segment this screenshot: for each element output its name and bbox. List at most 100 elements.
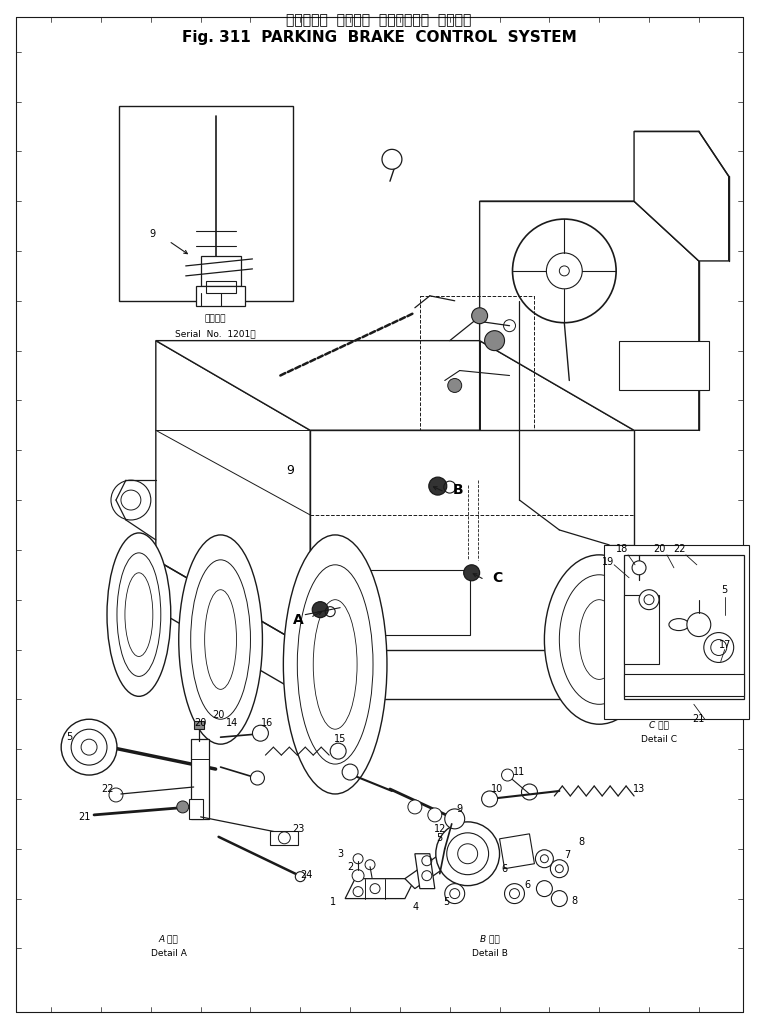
Text: 9: 9 [286, 464, 294, 476]
Bar [206, 281, 235, 293]
Circle shape [408, 800, 422, 814]
Circle shape [342, 765, 358, 780]
Circle shape [330, 743, 346, 759]
Text: 20: 20 [653, 544, 665, 554]
Text: 6: 6 [524, 880, 531, 890]
Polygon shape [499, 833, 534, 868]
Polygon shape [156, 341, 634, 430]
Text: 適用号数: 適用号数 [205, 314, 226, 323]
Text: 8: 8 [572, 895, 578, 906]
Circle shape [687, 612, 710, 637]
Text: 20: 20 [194, 718, 207, 729]
Polygon shape [480, 201, 699, 430]
Circle shape [639, 590, 659, 609]
Text: 22: 22 [674, 544, 686, 554]
Text: Detail A: Detail A [151, 949, 187, 958]
Polygon shape [310, 430, 634, 649]
Text: 23: 23 [292, 824, 304, 833]
Bar [200, 256, 241, 286]
Circle shape [382, 149, 402, 169]
Text: 15: 15 [334, 734, 346, 744]
Text: 17: 17 [719, 639, 731, 649]
Text: A 詳細: A 詳細 [159, 934, 178, 943]
Ellipse shape [283, 535, 387, 794]
Bar [270, 830, 298, 845]
Circle shape [352, 870, 364, 882]
Text: 12: 12 [433, 824, 446, 833]
Text: 21: 21 [78, 812, 90, 822]
Text: Detail C: Detail C [641, 735, 677, 744]
Text: 9: 9 [457, 804, 463, 814]
Circle shape [704, 633, 734, 663]
Bar [189, 799, 203, 819]
Circle shape [445, 884, 465, 903]
Circle shape [551, 891, 567, 907]
Circle shape [312, 602, 328, 617]
Bar [350, 570, 470, 635]
Polygon shape [405, 844, 465, 889]
Text: 20: 20 [213, 710, 225, 720]
Circle shape [482, 791, 498, 807]
Text: 1: 1 [330, 896, 336, 907]
Circle shape [253, 725, 269, 741]
Text: 24: 24 [300, 870, 313, 880]
Text: 21: 21 [693, 714, 705, 724]
Text: 2: 2 [347, 861, 353, 872]
Text: 16: 16 [261, 718, 273, 729]
Text: 5: 5 [436, 832, 443, 843]
Bar [194, 721, 203, 730]
Polygon shape [480, 341, 634, 649]
Circle shape [502, 769, 514, 781]
Text: 9: 9 [150, 229, 156, 239]
Bar [604, 545, 748, 719]
Text: Serial  No.  1201～: Serial No. 1201～ [175, 329, 256, 339]
Circle shape [177, 801, 189, 813]
Text: 5: 5 [722, 584, 728, 595]
Circle shape [428, 808, 442, 822]
Bar [420, 295, 534, 430]
Text: A: A [293, 612, 304, 627]
Text: 5: 5 [443, 896, 450, 907]
Text: 5: 5 [66, 733, 72, 742]
Circle shape [471, 308, 487, 324]
Bar [191, 739, 209, 819]
Circle shape [448, 379, 461, 392]
Text: パーキング  ブレーキ  コントロール  システム: パーキング ブレーキ コントロール システム [286, 12, 471, 27]
Circle shape [550, 860, 568, 878]
Bar [624, 595, 659, 665]
Polygon shape [345, 879, 415, 898]
Text: 6: 6 [502, 863, 508, 874]
Circle shape [537, 881, 553, 896]
Circle shape [484, 330, 505, 351]
Circle shape [535, 850, 553, 867]
Text: B 詳細: B 詳細 [480, 934, 499, 943]
Polygon shape [156, 341, 310, 649]
Text: Fig. 311  PARKING  BRAKE  CONTROL  SYSTEM: Fig. 311 PARKING BRAKE CONTROL SYSTEM [181, 30, 576, 45]
Text: 7: 7 [564, 850, 571, 860]
Bar [196, 286, 245, 306]
Text: C: C [493, 571, 502, 584]
Circle shape [464, 565, 480, 580]
Circle shape [632, 561, 646, 575]
Text: 10: 10 [491, 784, 504, 794]
Polygon shape [624, 555, 744, 700]
Text: 22: 22 [102, 784, 115, 794]
Circle shape [445, 809, 465, 828]
Text: 8: 8 [578, 837, 584, 847]
Circle shape [505, 884, 524, 903]
Ellipse shape [178, 535, 263, 744]
Ellipse shape [544, 555, 654, 724]
Text: 18: 18 [616, 544, 628, 554]
Polygon shape [634, 132, 729, 261]
Bar [624, 674, 744, 697]
Circle shape [429, 477, 447, 495]
Polygon shape [415, 854, 435, 889]
Text: B: B [452, 483, 463, 497]
Text: 4: 4 [413, 901, 419, 912]
Circle shape [250, 771, 264, 785]
Text: Detail B: Detail B [471, 949, 508, 958]
Bar [119, 106, 293, 300]
Ellipse shape [669, 618, 689, 631]
Text: 14: 14 [226, 718, 238, 729]
Text: 19: 19 [602, 557, 614, 567]
